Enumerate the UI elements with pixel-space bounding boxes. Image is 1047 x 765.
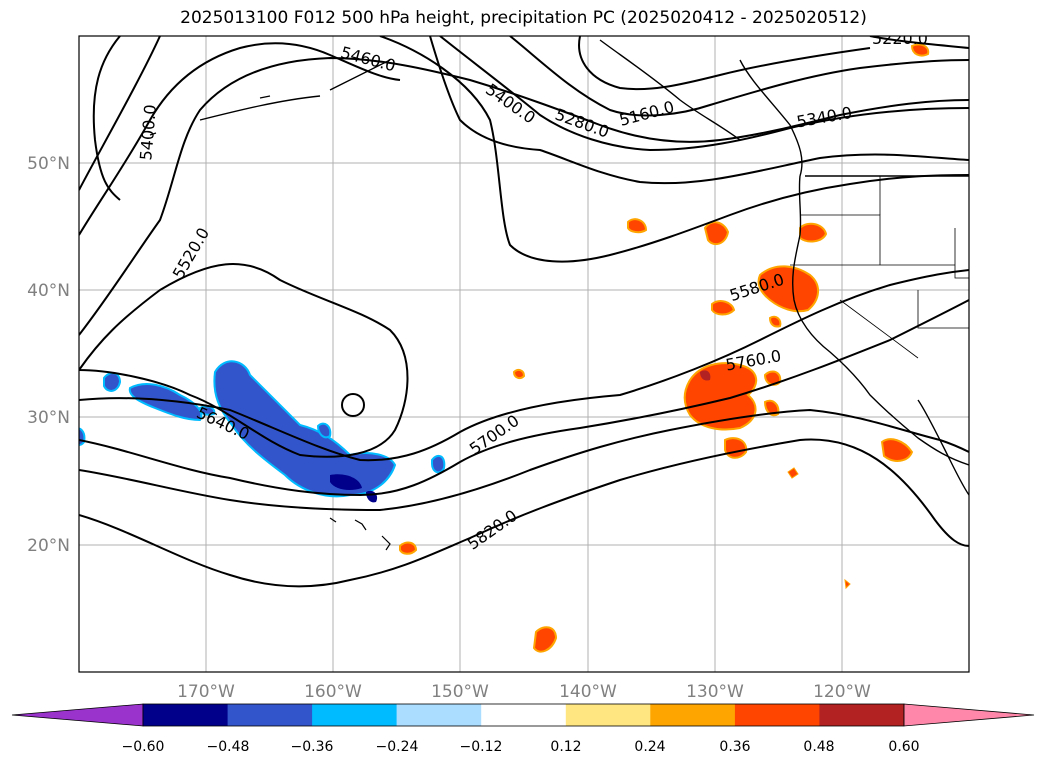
negative-precip-anomaly bbox=[79, 360, 446, 503]
colorbar-swatch bbox=[312, 704, 398, 726]
lat-tick: 50°N bbox=[27, 154, 70, 174]
colorbar-swatch bbox=[565, 704, 651, 726]
colorbar-tick: 0.48 bbox=[803, 739, 834, 755]
colorbar bbox=[11, 703, 1035, 727]
contour-label: 5220.0 bbox=[872, 29, 928, 48]
colorbar-tick-labels: −0.60 −0.48 −0.36 −0.24 −0.12 0.12 0.24 … bbox=[122, 739, 920, 755]
lat-tick: 40°N bbox=[27, 281, 70, 301]
colorbar-tick: −0.60 bbox=[122, 739, 165, 755]
map-frame bbox=[78, 35, 970, 673]
lat-tick-labels: 50°N 40°N 30°N 20°N bbox=[27, 154, 70, 556]
contour-label: 5400.0 bbox=[136, 104, 160, 161]
colorbar-swatch bbox=[734, 704, 820, 726]
colorbar-tick: −0.36 bbox=[291, 739, 334, 755]
height-contours bbox=[79, 36, 969, 588]
colorbar-tick: 0.60 bbox=[888, 739, 919, 755]
map-frame-bg bbox=[79, 36, 969, 672]
lat-tick: 30°N bbox=[27, 408, 70, 428]
islands bbox=[149, 95, 391, 551]
lon-tick: 120°W bbox=[813, 682, 871, 702]
state-borders bbox=[790, 176, 969, 359]
colorbar-frame bbox=[142, 703, 905, 727]
colorbar-tick: −0.24 bbox=[376, 739, 419, 755]
lon-tick: 150°W bbox=[431, 682, 489, 702]
lon-tick-labels: 170°W 160°W 150°W 140°W 130°W 120°W bbox=[177, 682, 871, 702]
colorbar-extend-max bbox=[903, 703, 1035, 727]
colorbar-swatch bbox=[819, 704, 905, 726]
positive-precip-anomaly bbox=[399, 43, 930, 653]
colorbar-swatch bbox=[650, 704, 736, 726]
lon-tick: 160°W bbox=[304, 682, 362, 702]
lon-tick: 170°W bbox=[177, 682, 235, 702]
colorbar-tick: 0.36 bbox=[719, 739, 750, 755]
colorbar-tick: 0.12 bbox=[550, 739, 581, 755]
colorbar-swatch bbox=[481, 704, 567, 726]
colorbar-swatch bbox=[143, 704, 228, 726]
lat-tick: 20°N bbox=[27, 536, 70, 556]
lon-tick: 140°W bbox=[559, 682, 617, 702]
colorbar-tick: −0.12 bbox=[460, 739, 503, 755]
colorbar-extend-min bbox=[11, 703, 144, 727]
lon-tick: 130°W bbox=[686, 682, 744, 702]
colorbar-swatch bbox=[396, 704, 482, 726]
colorbar-tick: −0.48 bbox=[207, 739, 250, 755]
chart-title: 2025013100 F012 500 hPa height, precipit… bbox=[180, 8, 867, 28]
colorbar-tick: 0.24 bbox=[634, 739, 665, 755]
colorbar-swatch bbox=[227, 704, 313, 726]
